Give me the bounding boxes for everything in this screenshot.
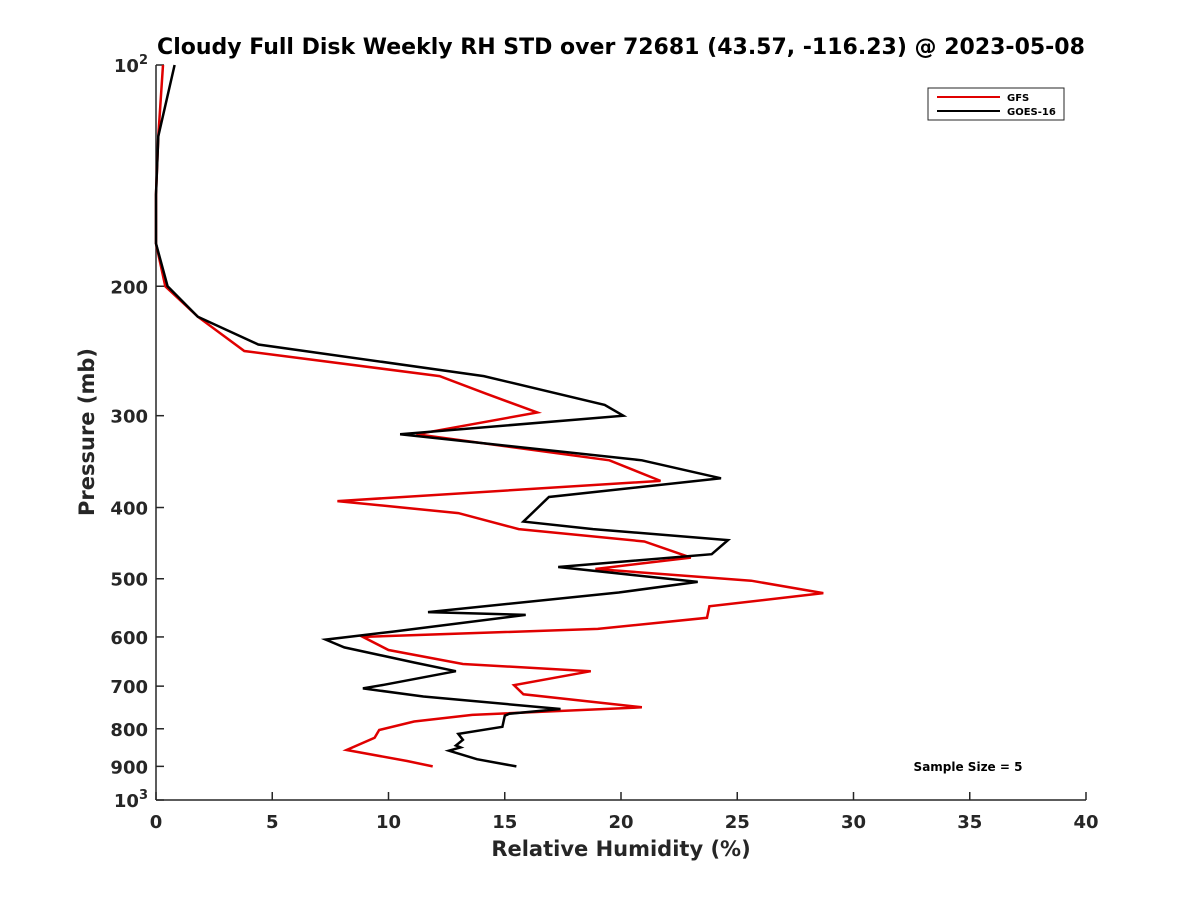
- x-tick-label: 5: [266, 812, 279, 833]
- legend-box: [927, 87, 1065, 121]
- x-tick-label: 35: [957, 812, 982, 833]
- x-tick-label: 20: [608, 812, 633, 833]
- y-ticks: 102 200 300 400 500 600 700 800 900 103: [110, 53, 164, 812]
- chart-title: Cloudy Full Disk Weekly RH STD over 7268…: [157, 35, 1085, 60]
- y-tick-label: 900: [110, 757, 148, 778]
- x-axis-label: Relative Humidity (%): [491, 837, 750, 861]
- y-tick-label: 800: [110, 720, 148, 741]
- y-tick-label: 600: [110, 628, 148, 649]
- x-tick-label: 0: [150, 812, 163, 833]
- legend-label-goes16: GOES-16: [1007, 107, 1056, 118]
- series-line-goes16: [154, 64, 732, 768]
- x-tick-label: 30: [841, 812, 866, 833]
- x-ticks: 0 5 10 15 20 25 30 35 40: [150, 792, 1099, 833]
- y-tick-label: 400: [110, 499, 148, 520]
- legend-label-gfs: GFS: [1007, 93, 1029, 104]
- x-tick-label: 10: [376, 812, 401, 833]
- y-tick-label: 300: [110, 407, 148, 428]
- plot-frame: [155, 65, 1086, 801]
- legend: GFS GOES-16: [927, 87, 1065, 121]
- x-tick-label: 40: [1073, 812, 1098, 833]
- x-tick-label: 25: [725, 812, 750, 833]
- y-tick-label: 500: [110, 570, 148, 591]
- y-tick-label: 103: [114, 788, 148, 812]
- series-line-gfs: [154, 64, 824, 768]
- x-tick-label: 15: [492, 812, 517, 833]
- y-tick-label: 102: [114, 53, 148, 77]
- series-layer: [154, 64, 824, 768]
- y-tick-label: 200: [110, 277, 148, 298]
- sample-size-annotation: Sample Size = 5: [914, 760, 1023, 774]
- y-axis-label: Pressure (mb): [75, 348, 99, 516]
- y-tick-label: 700: [110, 677, 148, 698]
